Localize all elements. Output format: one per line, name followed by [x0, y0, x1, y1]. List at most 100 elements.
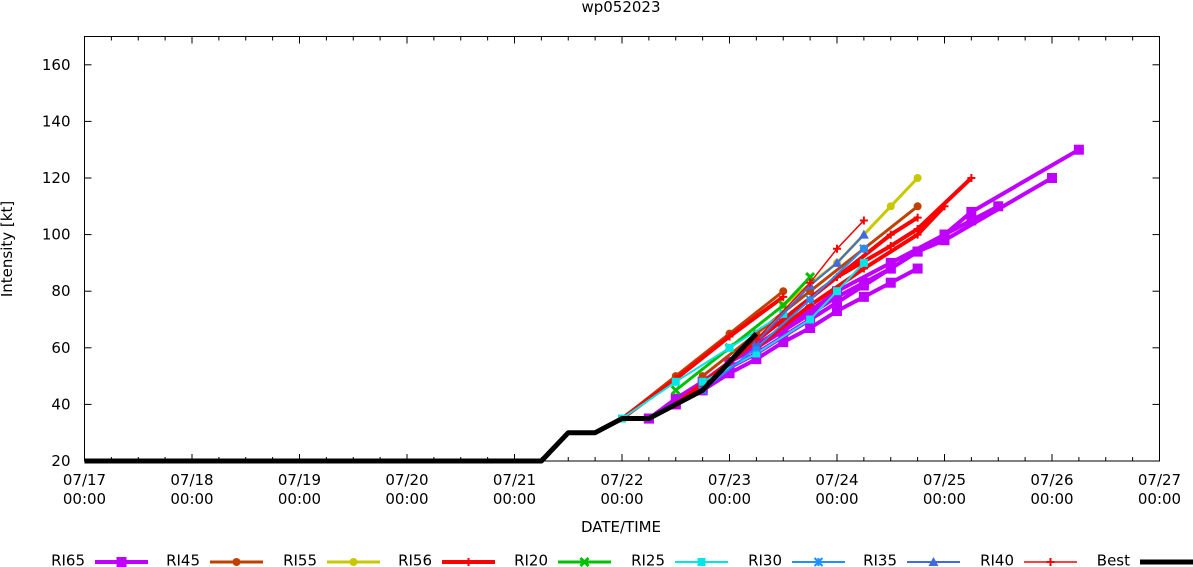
x-tick-label-date: 07/25: [923, 471, 966, 489]
series-line: [702, 248, 865, 392]
x-tick-label-time: 00:00: [493, 490, 536, 508]
square-marker: [832, 306, 842, 317]
legend-item-ri20: RI20: [514, 552, 611, 567]
plus-marker: [913, 213, 922, 222]
circle-marker: [349, 558, 358, 566]
square-marker: [1073, 144, 1084, 155]
legend-label: RI20: [514, 552, 548, 567]
series-line: [728, 176, 973, 364]
square-marker: [859, 258, 868, 267]
square-marker: [724, 368, 735, 379]
x-axis-label: DATE/TIME: [581, 518, 661, 536]
square-marker: [697, 558, 706, 566]
series-line: [621, 312, 784, 420]
legend-label: RI30: [748, 552, 782, 567]
legend-item-ri40: RI40: [980, 552, 1077, 567]
square-marker: [939, 235, 950, 246]
legend-item-ri30: RI30: [748, 552, 845, 567]
circle-marker: [779, 287, 788, 296]
square-marker: [671, 377, 680, 386]
y-tick-label: 40: [51, 395, 70, 413]
series-line: [755, 233, 865, 343]
square-marker: [116, 557, 127, 567]
square-marker: [751, 354, 762, 365]
legend-label: RI65: [51, 552, 85, 567]
legend-item-ri55: RI55: [283, 552, 380, 567]
x-tick-label-date: 07/22: [600, 471, 643, 489]
x-tick-label-date: 07/20: [385, 471, 428, 489]
plus-marker: [913, 230, 922, 239]
legend-label: RI35: [863, 552, 897, 567]
square-marker: [966, 206, 977, 217]
triangle-marker: [858, 229, 869, 239]
plus-marker: [1046, 558, 1055, 566]
square-marker: [939, 229, 950, 240]
square-marker: [912, 263, 923, 274]
square-marker: [832, 297, 842, 308]
series-ri25: [618, 258, 868, 423]
x-tick-label-date: 07/23: [708, 471, 751, 489]
chart-title: wp052023: [581, 0, 660, 16]
series-line: [755, 219, 865, 340]
square-marker: [1047, 173, 1057, 183]
plus-marker: [886, 241, 895, 250]
legend-item-ri56: RI56: [398, 552, 495, 567]
legend-label: RI40: [980, 552, 1014, 567]
square-marker: [698, 377, 707, 386]
y-tick-label: 160: [42, 56, 71, 74]
x-tick-label-date: 07/24: [815, 471, 858, 489]
plot-frame: [84, 36, 1160, 462]
series-line: [674, 276, 812, 392]
x-tick-label-time: 00:00: [278, 490, 321, 508]
x-tick-label-date: 07/18: [170, 471, 213, 489]
y-tick-label: 120: [42, 169, 71, 187]
circle-marker: [886, 202, 895, 211]
x-tick-label-date: 07/26: [1030, 471, 1073, 489]
x-axis: 07/1700:0007/1800:0007/1900:0007/2000:00…: [63, 36, 1181, 508]
y-tick-label: 100: [42, 226, 71, 244]
square-marker: [858, 291, 869, 302]
x-tick-label-date: 07/17: [63, 471, 106, 489]
y-tick-label: 140: [42, 112, 71, 130]
series-line: [620, 295, 785, 421]
x-tick-label-time: 00:00: [385, 490, 428, 508]
x-tick-label-time: 00:00: [1138, 490, 1181, 508]
y-tick-label: 20: [51, 452, 70, 470]
y-axis-label: Intensity [kt]: [0, 201, 16, 297]
x-tick-label-time: 00:00: [815, 490, 858, 508]
plus-marker: [779, 292, 788, 301]
square-marker: [806, 315, 815, 324]
legend-label: RI55: [283, 552, 317, 567]
square-marker: [858, 280, 869, 291]
legend-item-ri35: RI35: [863, 552, 960, 567]
legend-label: RI56: [398, 552, 432, 567]
legend-label: Best: [1097, 552, 1130, 567]
legend-label: RI25: [631, 552, 665, 567]
triangle-marker: [928, 557, 939, 566]
legend-item-ri45: RI45: [166, 552, 263, 567]
y-tick-label: 60: [51, 339, 70, 357]
legend-item-ri25: RI25: [631, 552, 728, 567]
square-marker: [832, 291, 842, 302]
star-marker: [751, 343, 762, 353]
star-marker: [859, 244, 869, 254]
cross-marker: [670, 385, 681, 396]
plus-marker: [886, 230, 895, 239]
plus-marker: [859, 216, 868, 225]
x-tick-label-time: 00:00: [600, 490, 643, 508]
x-tick-label-time: 00:00: [63, 490, 106, 508]
legend-label: RI45: [166, 552, 200, 567]
legend-item-best: Best: [1097, 552, 1193, 567]
plus-marker: [833, 244, 841, 253]
star-marker: [813, 557, 824, 567]
x-tick-label-date: 07/21: [493, 471, 536, 489]
plot-area: [84, 144, 1084, 464]
x-tick-label-time: 00:00: [170, 490, 213, 508]
square-marker: [752, 349, 761, 358]
legend-item-ri65: RI65: [51, 552, 148, 567]
x-tick-label-time: 00:00: [923, 490, 966, 508]
circle-marker: [913, 202, 922, 211]
x-tick-label-date: 07/27: [1138, 471, 1181, 489]
square-marker: [805, 322, 816, 333]
